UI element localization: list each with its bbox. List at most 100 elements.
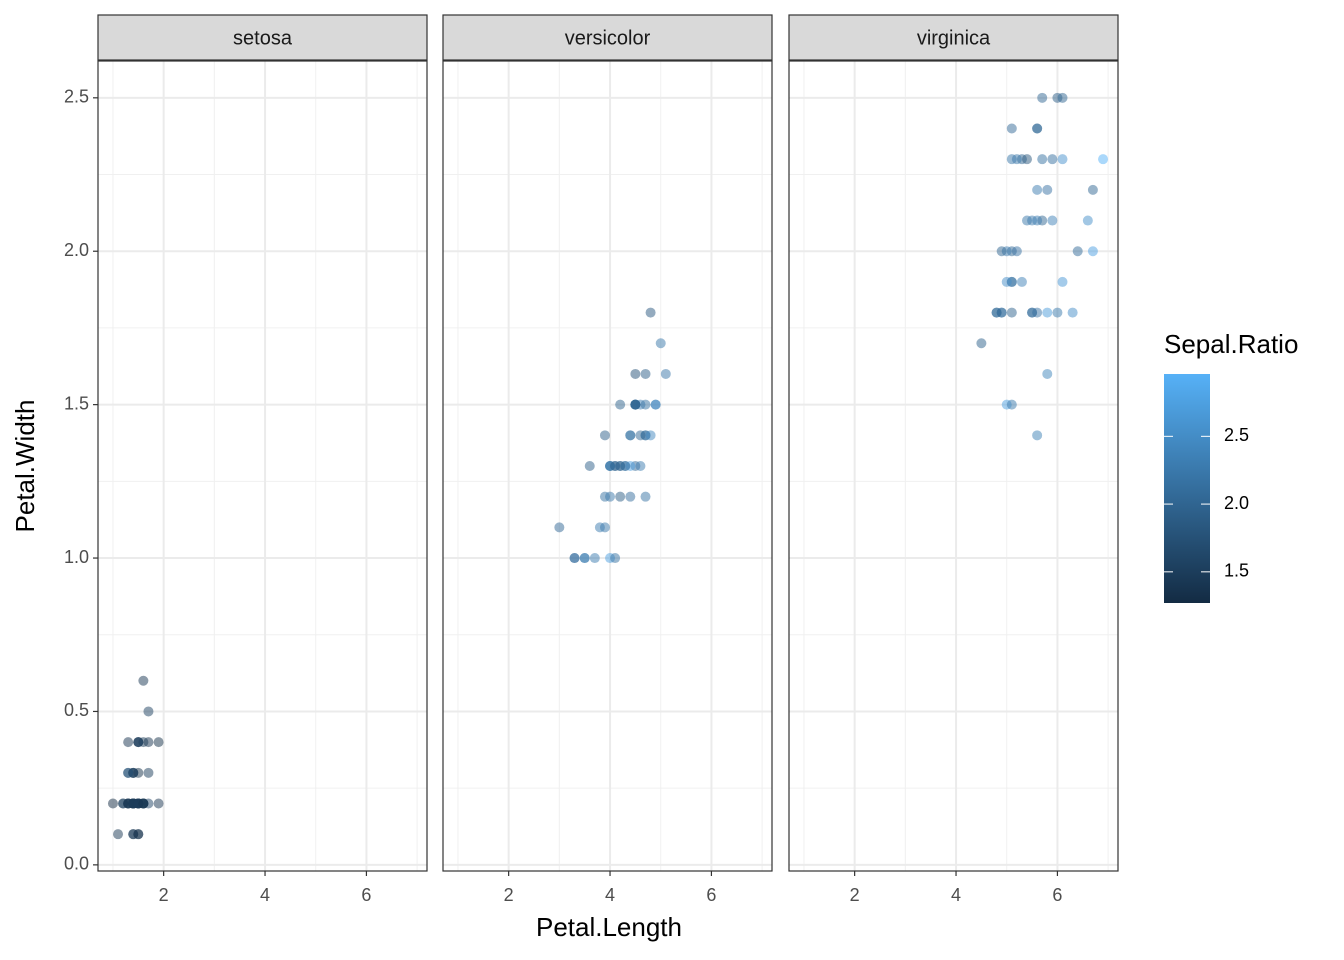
point: [1032, 215, 1043, 226]
point: [640, 399, 651, 410]
point: [655, 338, 666, 349]
point: [554, 522, 565, 533]
point: [635, 430, 646, 441]
panel-border: [442, 60, 773, 872]
strip: [442, 14, 773, 61]
y-tick-label: 2.0: [64, 240, 89, 260]
x-tick-label: 4: [951, 885, 961, 905]
y-tick-label: 0.5: [64, 700, 89, 720]
point: [1047, 154, 1058, 165]
point: [1087, 246, 1098, 257]
y-axis-title: Petal.Width: [10, 400, 40, 533]
point: [1072, 246, 1083, 257]
point: [113, 829, 124, 840]
panel-background: [98, 61, 427, 871]
point: [1037, 92, 1048, 103]
point: [1082, 215, 1093, 226]
point: [133, 737, 144, 748]
point: [1098, 154, 1109, 165]
colorbar-tick-label: 2.0: [1224, 493, 1249, 513]
point: [645, 307, 656, 318]
point: [991, 307, 1002, 318]
colorbar-tick-label: 1.5: [1224, 561, 1249, 581]
x-tick-label: 2: [159, 885, 169, 905]
point: [584, 461, 595, 471]
x-tick-label: 4: [260, 885, 270, 905]
point: [635, 461, 646, 471]
strip-label: versicolor: [565, 27, 651, 49]
point: [1001, 276, 1012, 287]
x-tick-label: 4: [605, 885, 615, 905]
point: [1057, 92, 1068, 103]
point: [640, 368, 651, 379]
point: [589, 553, 600, 564]
point: [138, 675, 149, 686]
point: [605, 491, 616, 502]
point: [1047, 215, 1058, 226]
point: [1027, 307, 1038, 318]
point: [625, 491, 636, 502]
point: [1042, 368, 1053, 379]
point: [1011, 246, 1022, 257]
point: [1016, 276, 1027, 287]
strip: [788, 14, 1119, 61]
point: [579, 553, 590, 564]
y-tick-label: 0.0: [64, 854, 89, 874]
point: [1006, 399, 1017, 410]
point: [996, 246, 1007, 257]
y-tick-label: 2.5: [64, 87, 89, 107]
point: [153, 737, 164, 748]
colorbar-tick-label: 2.5: [1224, 425, 1249, 445]
strip-label: virginica: [917, 27, 991, 49]
panel-border: [788, 60, 1119, 872]
point: [123, 737, 134, 748]
point: [1037, 154, 1048, 165]
strip-label: setosa: [233, 27, 293, 49]
point: [615, 491, 626, 502]
x-tick-label: 6: [1052, 885, 1062, 905]
point: [1042, 307, 1053, 318]
y-tick-label: 1.5: [64, 393, 89, 413]
point: [630, 368, 641, 379]
point: [1032, 184, 1043, 195]
point: [650, 399, 661, 410]
point: [1006, 307, 1017, 318]
point: [594, 522, 605, 533]
y-tick-label: 1.0: [64, 547, 89, 567]
colorbar: [1164, 374, 1210, 603]
point: [1032, 123, 1043, 134]
point: [1052, 307, 1063, 318]
point: [1087, 184, 1098, 195]
point: [128, 798, 139, 809]
point: [630, 399, 641, 410]
point: [143, 767, 154, 778]
point: [1042, 184, 1053, 195]
point: [976, 338, 987, 349]
point: [660, 368, 671, 379]
point: [640, 491, 651, 502]
x-tick-label: 2: [504, 885, 514, 905]
point: [128, 829, 139, 840]
point: [1057, 276, 1068, 287]
point: [1057, 154, 1068, 165]
point: [143, 706, 154, 717]
point: [610, 553, 621, 564]
strip: [97, 14, 428, 61]
x-tick-label: 6: [361, 885, 371, 905]
x-axis-title: Petal.Length: [536, 912, 682, 942]
panel-background: [789, 61, 1118, 871]
point: [615, 399, 626, 410]
panel-border: [97, 60, 428, 872]
point: [569, 553, 580, 564]
legend-title: Sepal.Ratio: [1164, 329, 1298, 359]
point: [153, 798, 164, 809]
point: [1006, 123, 1017, 134]
point: [599, 430, 610, 441]
point: [1067, 307, 1078, 318]
point: [620, 461, 631, 471]
point: [645, 430, 656, 441]
point: [1022, 215, 1033, 226]
point: [625, 430, 636, 441]
point: [1022, 154, 1033, 165]
